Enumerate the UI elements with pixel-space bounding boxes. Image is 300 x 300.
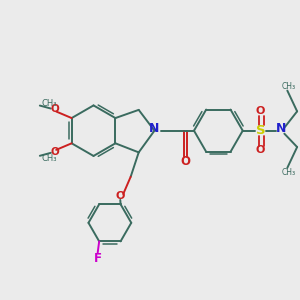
- Text: O: O: [50, 147, 59, 157]
- Text: N: N: [149, 122, 160, 135]
- Text: O: O: [116, 191, 125, 201]
- Text: O: O: [180, 155, 190, 168]
- Text: F: F: [93, 252, 101, 265]
- Text: S: S: [256, 124, 266, 137]
- Text: O: O: [256, 145, 265, 155]
- Text: CH₃: CH₃: [41, 154, 56, 163]
- Text: N: N: [276, 122, 286, 135]
- Text: CH₃: CH₃: [282, 82, 296, 91]
- Text: CH₃: CH₃: [282, 168, 296, 177]
- Text: O: O: [50, 104, 59, 114]
- Text: CH₃: CH₃: [41, 99, 56, 108]
- Text: O: O: [256, 106, 265, 116]
